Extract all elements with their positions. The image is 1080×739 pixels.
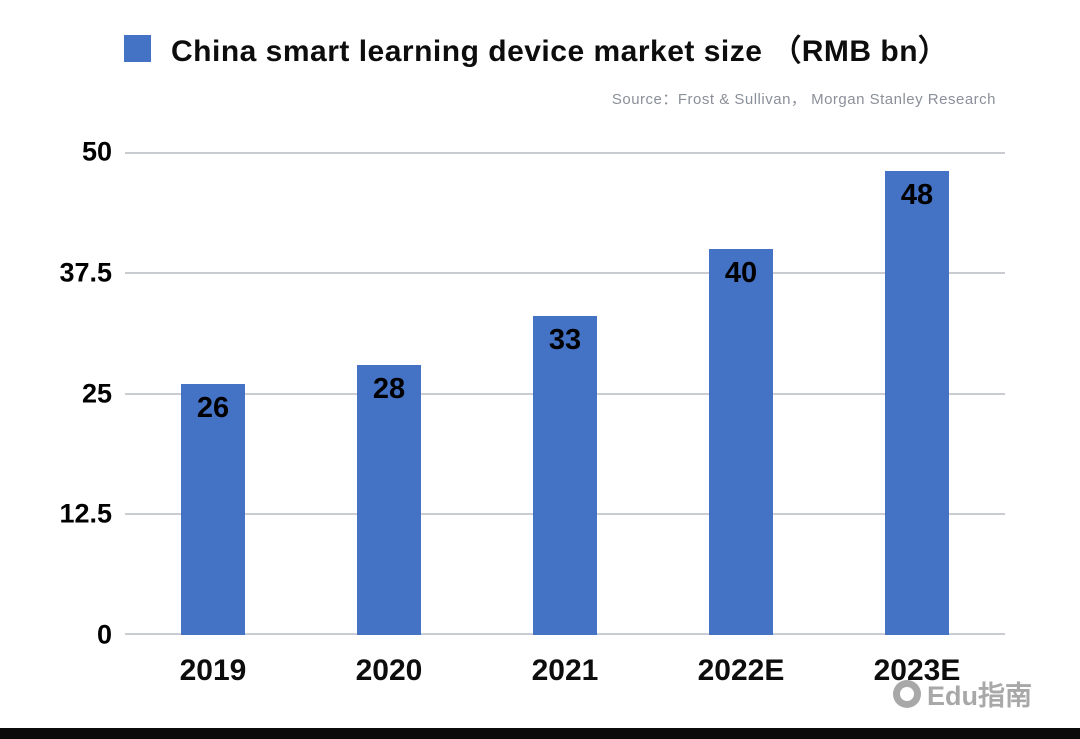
x-axis-tick-label: 2021: [531, 654, 599, 687]
x-axis-tick-label: 2019: [179, 654, 247, 687]
watermark-logo-icon: [893, 679, 921, 708]
x-axis-tick-label: 2020: [355, 654, 423, 687]
bar-value-label: 48: [900, 179, 934, 212]
bar-value-label: 33: [548, 324, 582, 357]
y-axis-tick-label: 0: [96, 619, 112, 650]
gridline: [125, 152, 1005, 154]
chart-title: China smart learning device market size …: [171, 35, 949, 68]
bar-2019: 26: [181, 383, 245, 635]
bar-2022E: 40: [709, 248, 773, 635]
bar-value-label: 26: [196, 391, 230, 424]
chart-header: China smart learning device market size …: [124, 26, 949, 70]
legend-swatch-icon: [124, 34, 151, 62]
gridline: [125, 271, 1005, 274]
bar-value-label: 28: [372, 372, 406, 405]
bar-value-label: 40: [724, 256, 758, 289]
plot-area: 26 28 33 40 48: [125, 152, 1005, 635]
watermark-text: Edu指南: [927, 681, 1032, 711]
watermark: Edu指南: [893, 674, 1032, 713]
x-axis-tick-label: 2023E: [873, 654, 961, 687]
x-axis-labels: 2019 2020 2021 2022E 2023E: [125, 654, 1005, 700]
bar-2021: 33: [533, 316, 597, 635]
bottom-black-bar: [0, 728, 1080, 739]
source-text: Source：Frost & Sullivan， Morgan Stanley …: [611, 91, 996, 108]
y-axis-tick-label: 25: [81, 378, 112, 408]
bar-2020: 28: [357, 364, 421, 635]
y-axis-tick-label: 50: [81, 136, 112, 167]
bar-2023E: 48: [885, 171, 949, 635]
y-axis-tick-label: 12.5: [59, 498, 112, 529]
y-axis-labels: 0 12.5 25 37.5 50: [0, 137, 112, 650]
x-axis-tick-label: 2022E: [697, 654, 785, 687]
y-axis-tick-label: 37.5: [59, 257, 112, 288]
